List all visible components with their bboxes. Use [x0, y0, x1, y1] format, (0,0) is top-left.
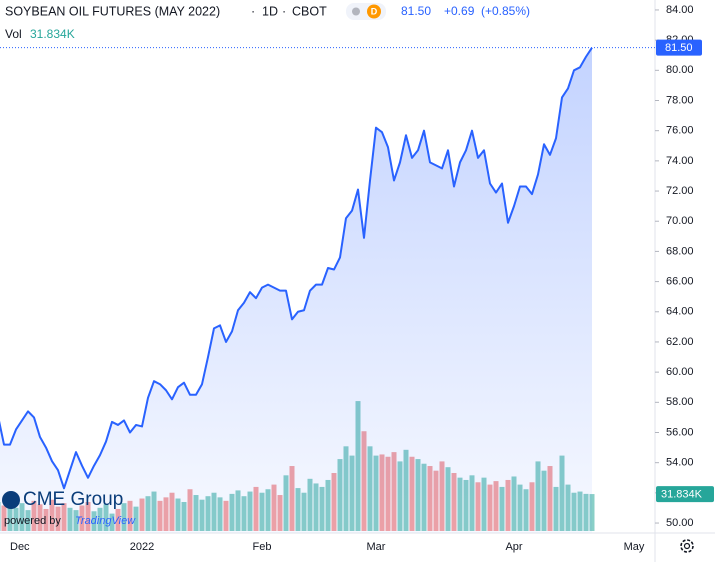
badge-text: D: [371, 6, 378, 16]
plot-area: [0, 47, 595, 533]
badge-circle: [367, 4, 381, 19]
logo[interactable]: CME Group powered by TradingView: [2, 489, 136, 527]
y-tick-label: 74.00: [666, 155, 694, 167]
y-tick-label: 62.00: [666, 336, 694, 348]
y-tick-label: 50.00: [666, 517, 694, 529]
x-tick-label: Dec: [10, 541, 30, 553]
volume-tag: [656, 486, 714, 503]
tradingview: TradingView: [75, 515, 136, 527]
y-tick-label: 70.00: [666, 215, 694, 227]
symbol-title: SOYBEAN OIL FUTURES (MAY 2022): [5, 4, 220, 18]
gear: [680, 539, 694, 553]
y-tick-label: 76.00: [666, 125, 694, 137]
interval: 1D: [262, 4, 278, 18]
y-tick-label: 64.00: [666, 306, 694, 318]
powered-by: powered by: [4, 515, 61, 527]
exchange: CBOT: [292, 4, 327, 18]
logo-text: CME Group: [23, 489, 123, 510]
y-tick-label: 72.00: [666, 185, 694, 197]
y-tick-label: 56.00: [666, 426, 694, 438]
last-price: 81.50: [401, 4, 431, 18]
y-tick-label: 68.00: [666, 245, 694, 257]
price-change-pct: (+0.85%): [481, 4, 530, 18]
y-tick-label: 80.00: [666, 64, 694, 76]
price-area: [0, 47, 592, 533]
volume-value: 31.834K: [30, 27, 75, 41]
separator: ·: [251, 4, 255, 18]
x-tick-label: Feb: [253, 541, 272, 553]
volume-tag-text: 31.834K: [661, 488, 703, 500]
settings-icon[interactable]: [680, 539, 694, 553]
y-tick-label: 54.00: [666, 457, 694, 469]
x-tick-label: May: [624, 541, 645, 553]
x-tick-label: Mar: [367, 541, 386, 553]
last-price-tag-text: 81.50: [665, 42, 693, 54]
price-line: [0, 47, 593, 490]
volume-label: Vol: [5, 27, 22, 41]
x-tick-label: Apr: [505, 541, 522, 553]
price-change: +0.69: [444, 4, 475, 18]
y-tick-label: 66.00: [666, 275, 694, 287]
badge-dot: [352, 7, 360, 16]
y-tick-label: 58.00: [666, 396, 694, 408]
separator: ·: [282, 4, 286, 18]
x-tick-label: 2022: [130, 541, 154, 553]
last-price-tag: [656, 39, 702, 56]
y-tick-label: 84.00: [666, 4, 694, 16]
gear-center: [683, 542, 691, 550]
y-tick-label: 78.00: [666, 94, 694, 106]
logo-globe: [2, 491, 20, 509]
y-tick-label: 60.00: [666, 366, 694, 378]
